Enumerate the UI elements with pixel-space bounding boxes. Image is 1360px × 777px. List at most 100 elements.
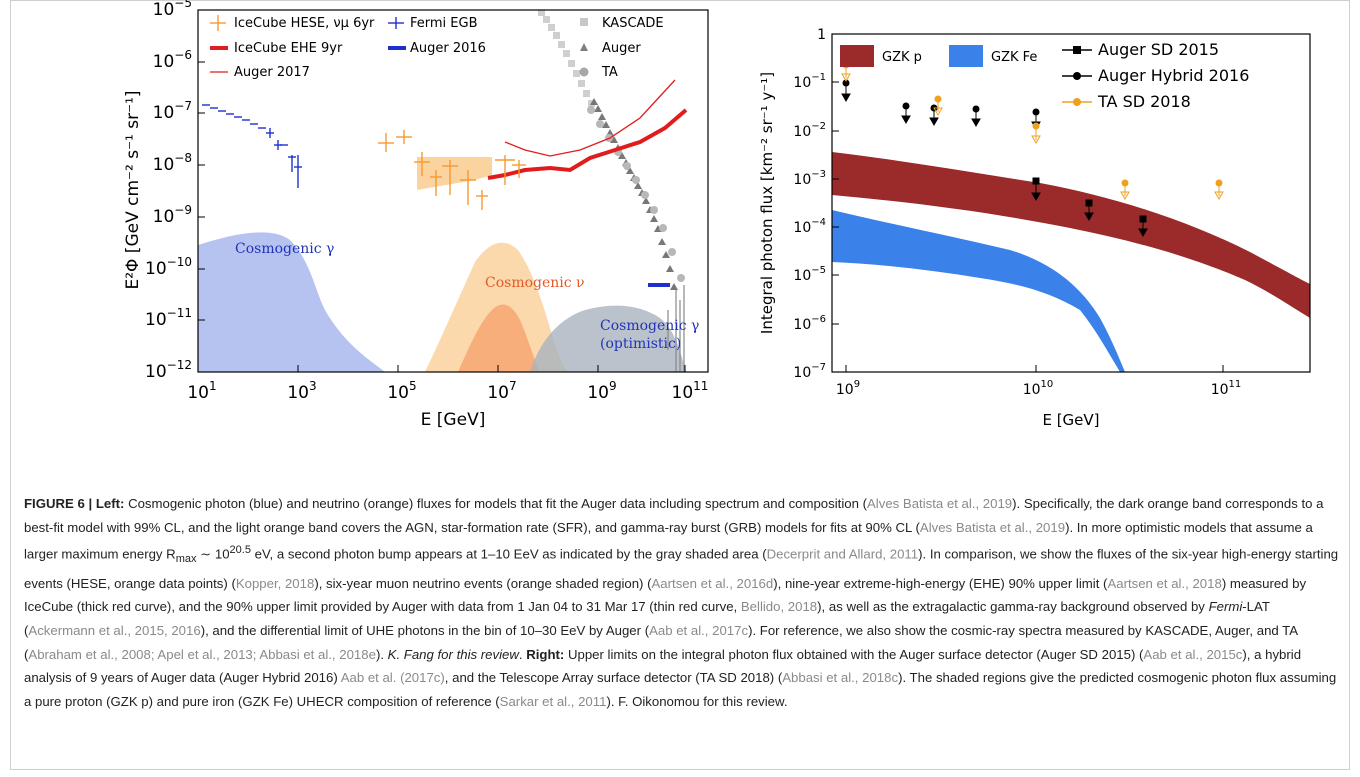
caption-citation: Abraham et al., 2008; Apel et al., 2013;…: [28, 646, 376, 662]
auger-sd-2015-points: [1031, 177, 1148, 238]
caption-text: Upper limits on the integral photon flux…: [564, 646, 1144, 662]
caption-superscript: 20.5: [229, 544, 251, 557]
caption-citation: Aartsen et al., 2018: [1107, 575, 1222, 591]
caption-text: ), six-year muon neutrino events (orange…: [314, 575, 652, 591]
cosmogenic-gamma-optimistic-band: [530, 305, 686, 372]
cr-error-bars: [667, 285, 685, 372]
y-tick-label: 10−12: [145, 358, 192, 382]
caption-citation: Alves Batista et al., 2019: [919, 519, 1066, 535]
figure-caption: FIGURE 6 | Left: Cosmogenic photon (blue…: [24, 492, 1340, 713]
legend-auger-sd-2015: Auger SD 2015: [1098, 40, 1219, 59]
right-x-ticks: [845, 365, 1224, 372]
caption-italic: Fermi: [1208, 599, 1243, 615]
cosmogenic-nu-dark-band: [458, 304, 540, 372]
x-tick-label: 105: [387, 379, 416, 403]
legend-auger-2016: Auger 2016: [410, 41, 486, 56]
caption-text: Cosmogenic photon (blue) and neutrino (o…: [124, 496, 867, 511]
caption-text: ), and the differential limit of UHE pho…: [200, 623, 650, 638]
legend-ta: TA: [601, 65, 618, 80]
right-y-axis-label: Integral photon flux [km⁻² sr⁻¹ y⁻¹]: [758, 72, 776, 334]
caption-citation: Abbasi et al., 2018c: [782, 670, 899, 686]
x-tick-label: 109: [836, 379, 860, 398]
caption-subscript: max: [175, 553, 197, 566]
caption-citation: Kopper, 2018: [235, 575, 315, 591]
legend-fermi-egb: Fermi EGB: [410, 16, 478, 31]
gzk-fe-band: [832, 210, 1125, 372]
caption-label: FIGURE 6 | Left:: [24, 496, 125, 511]
caption-italic: K. Fang for this review: [387, 646, 519, 662]
caption-citation: Alves Batista et al., 2019: [867, 496, 1013, 511]
legend-auger: Auger: [602, 41, 641, 56]
legend-icecube-hese: IceCube HESE, νμ 6yr: [234, 16, 375, 31]
left-chart: Cosmogenic γ Cosmogenic ν Cosmogenic γ (…: [120, 0, 740, 440]
caption-text: .: [518, 646, 527, 662]
y-tick-label: 10−9: [153, 203, 192, 227]
cosmogenic-gamma-band: [198, 232, 385, 372]
caption-text: -LAT (: [24, 599, 1270, 638]
caption-citation: Bellido, 2018: [740, 599, 818, 615]
left-x-tick-labels: 101 103 105 107 109 1011: [187, 379, 708, 403]
right-chart: 1 10−1 10−2 10−3 10−4 10−5 10−6 10−7 109…: [740, 0, 1330, 440]
caption-text: ). Specifically, the dark orange band co…: [24, 496, 1324, 535]
annotation-cosmogenic-nu: Cosmogenic ν: [485, 275, 585, 291]
kascade-points: [538, 10, 595, 107]
caption-text: ) measured by IceCube (thick red curve),…: [24, 575, 1307, 615]
y-tick-label: 1: [817, 27, 826, 43]
caption-label: Right:: [526, 646, 565, 662]
caption-text: eV, a second photon bump appears at 1–10…: [250, 546, 767, 562]
x-tick-label: 107: [487, 379, 516, 403]
y-tick-label: 10−11: [145, 306, 192, 330]
y-tick-label: 10−6: [153, 48, 192, 72]
right-axes-frame: [831, 33, 1311, 373]
caption-text: ), as well as the extragalactic gamma-ra…: [817, 599, 1209, 615]
x-tick-label: 103: [287, 379, 316, 403]
x-tick-label: 1011: [1211, 379, 1242, 398]
right-legend: GZK p GZK Fe Auger SD 2015 Auger Hybrid …: [840, 40, 1249, 111]
caption-text: ).: [375, 646, 388, 662]
caption-citation: Aab et al., 2015c: [1143, 646, 1243, 662]
legend-auger-2017: Auger 2017: [234, 65, 310, 80]
ta-sd-2018-points: [841, 61, 1224, 201]
left-x-ticks: [197, 365, 686, 372]
legend-gzk-fe: GZK Fe: [991, 50, 1037, 65]
y-tick-label: 10−7: [153, 99, 192, 123]
legend-kascade: KASCADE: [602, 16, 664, 31]
auger-2017-line: [504, 79, 676, 157]
legend-gzk-p: GZK p: [882, 50, 922, 65]
caption-text: ). F. Oikonomou for this review.: [606, 693, 788, 709]
right-y-ticks: [832, 33, 839, 373]
gzk-p-band: [832, 152, 1310, 318]
caption-citation: Aab et al., 2017c: [649, 623, 749, 638]
annotation-optimistic: (optimistic): [600, 336, 681, 352]
left-axes-frame: [197, 9, 709, 373]
icecube-ehe-line: [487, 108, 688, 180]
y-tick-label: 10−5: [793, 265, 826, 284]
caption-text: ). For reference, we also show the cosmi…: [24, 623, 1298, 662]
caption-text: ), a hybrid analysis of 9 years of Auger…: [24, 646, 1302, 686]
right-x-axis-label: E [GeV]: [1042, 411, 1099, 429]
x-tick-label: 101: [187, 379, 216, 403]
left-y-axis-label: E²Φ [GeV cm⁻² s⁻¹ sr⁻¹]: [123, 90, 143, 289]
caption-citation: Aartsen et al., 2016d: [651, 575, 774, 591]
x-tick-label: 109: [587, 379, 616, 403]
y-tick-label: 10−10: [145, 255, 192, 279]
legend-ta-sd-2018: TA SD 2018: [1097, 92, 1191, 111]
caption-citation: Sarkar et al., 2011: [499, 693, 607, 709]
caption-text: ). In more optimistic models that assume…: [24, 519, 1313, 562]
right-x-tick-labels: 109 1010 1011: [836, 379, 1241, 398]
y-tick-label: 10−7: [793, 362, 826, 381]
caption-text: ). The shaded regions give the predicted…: [24, 670, 1337, 709]
y-tick-label: 10−2: [793, 121, 826, 140]
legend-icecube-ehe: IceCube EHE 9yr: [234, 41, 343, 56]
y-tick-label: 10−1: [793, 72, 826, 91]
legend-auger-hybrid-2016: Auger Hybrid 2016: [1098, 66, 1249, 85]
fermi-egb-points: [202, 104, 302, 188]
ta-cr-points: [587, 106, 685, 282]
y-tick-label: 10−4: [793, 217, 826, 236]
y-tick-label: 10−3: [793, 169, 826, 188]
y-tick-label: 10−5: [153, 0, 192, 20]
y-tick-label: 10−8: [153, 151, 192, 175]
caption-text: , and the Telescope Array surface detect…: [444, 670, 783, 686]
annotation-cosmogenic-gamma: Cosmogenic γ: [235, 241, 334, 257]
left-y-ticks: [198, 9, 205, 373]
